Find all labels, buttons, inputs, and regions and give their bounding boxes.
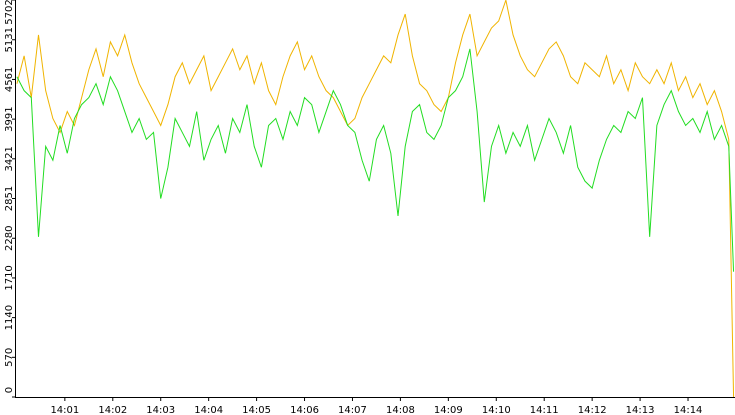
x-tick-label: 14:13 bbox=[626, 405, 655, 415]
x-tick-label: 14:14 bbox=[674, 405, 703, 415]
x-tick-label: 14:05 bbox=[242, 405, 271, 415]
x-tick-label: 14:02 bbox=[98, 405, 127, 415]
x-tick-label: 14:12 bbox=[578, 405, 607, 415]
series-line bbox=[16, 0, 735, 398]
y-tick-label: 2280 bbox=[4, 226, 15, 251]
x-tick-label: 14:09 bbox=[434, 405, 463, 415]
x-tick-label: 14:04 bbox=[194, 405, 223, 415]
y-tick-label: 3421 bbox=[4, 146, 15, 171]
series-line bbox=[16, 48, 735, 272]
y-tick-label: 2851 bbox=[4, 186, 15, 211]
y-tick-label: 1140 bbox=[4, 305, 15, 330]
y-tick-label: 3991 bbox=[4, 106, 15, 131]
y-tick-label: 0 bbox=[4, 387, 15, 393]
x-tick-label: 14:10 bbox=[482, 405, 511, 415]
x-tick-label: 14:07 bbox=[338, 405, 367, 415]
x-tick-label: 14:08 bbox=[386, 405, 415, 415]
x-tick-label: 14:01 bbox=[50, 405, 79, 415]
y-tick-label: 570 bbox=[4, 348, 15, 367]
y-tick-label: 5131 bbox=[4, 27, 15, 52]
y-tick-label: 4561 bbox=[4, 67, 15, 92]
x-tick-label: 14:06 bbox=[290, 405, 319, 415]
y-tick-label: 5702 bbox=[4, 0, 15, 25]
y-tick-label: 1710 bbox=[4, 265, 15, 290]
x-tick-label: 14:11 bbox=[530, 405, 559, 415]
x-tick-label: 14:03 bbox=[146, 405, 175, 415]
